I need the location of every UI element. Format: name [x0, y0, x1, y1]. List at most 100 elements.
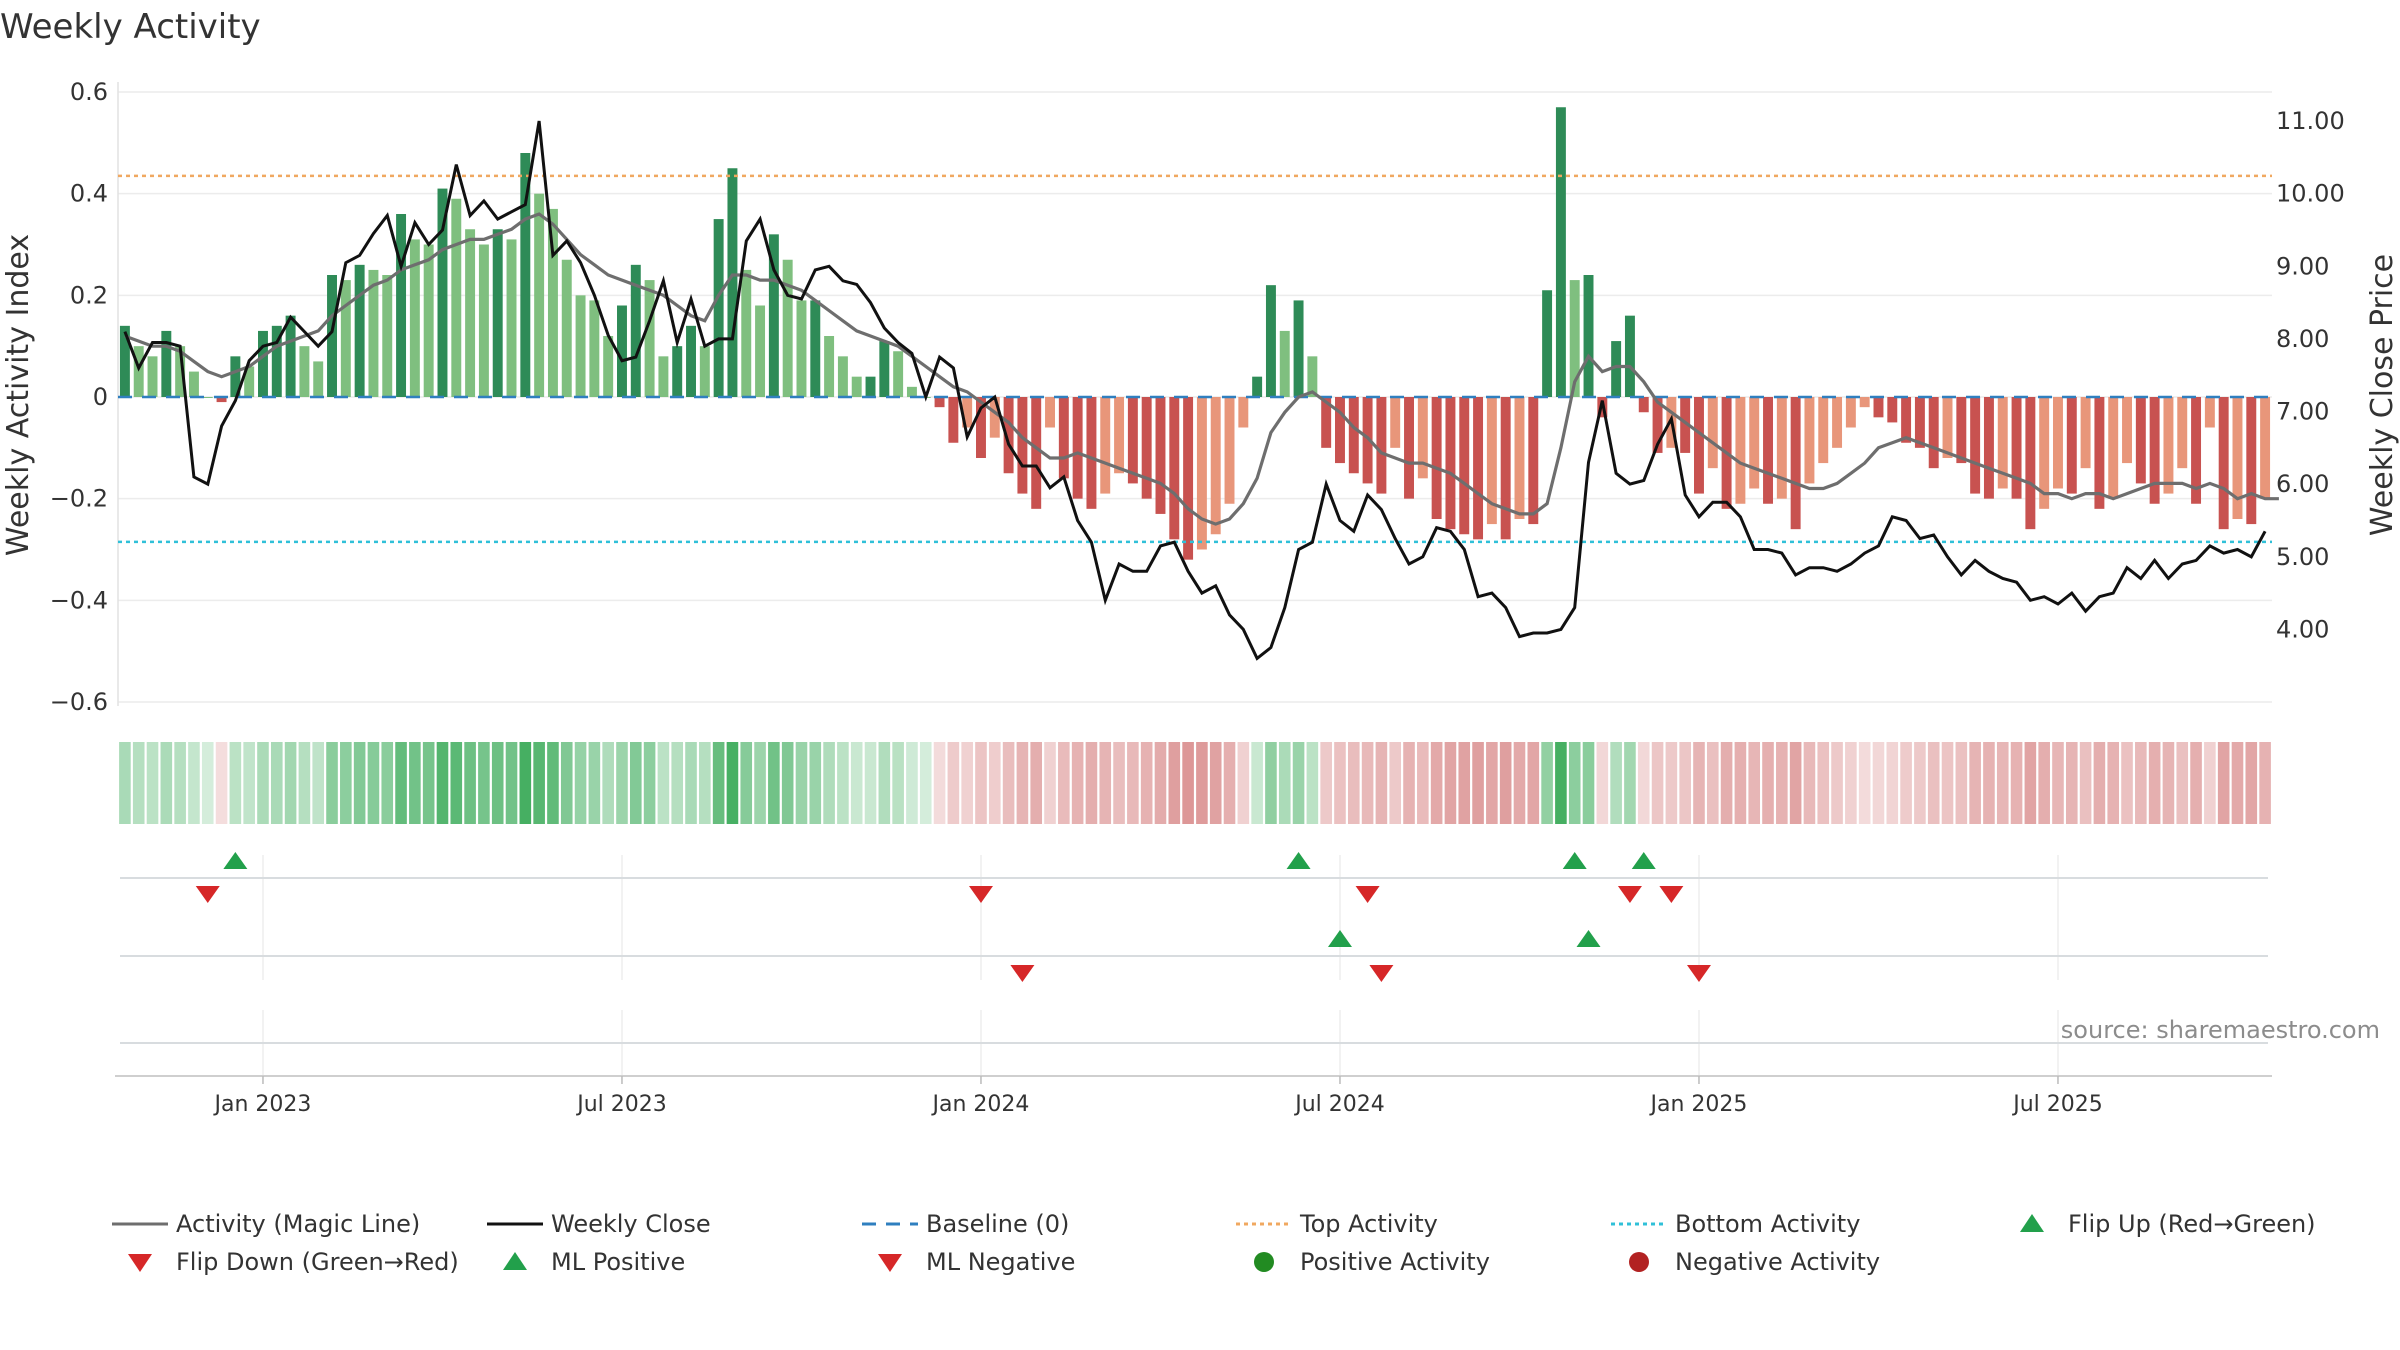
activity-bar	[2094, 397, 2105, 509]
legend-swatch	[1254, 1252, 1274, 1272]
right-y-tick-label: 11.00	[2276, 107, 2345, 135]
heat-cell	[547, 742, 559, 824]
heat-cell	[367, 742, 380, 824]
activity-bar	[2191, 397, 2202, 504]
activity-bar	[1749, 397, 1760, 489]
heat-cell	[629, 742, 642, 824]
heat-cell	[1817, 742, 1830, 824]
flip-up-marker	[223, 852, 248, 869]
heat-cell	[1983, 742, 1995, 824]
heat-cell	[1969, 742, 1981, 824]
heat-cell	[616, 742, 628, 824]
activity-bar	[230, 356, 241, 397]
heat-cell	[560, 742, 573, 824]
activity-bar	[188, 371, 199, 397]
activity-bar	[520, 153, 531, 397]
legend-swatch	[1629, 1252, 1649, 1272]
activity-bar	[1404, 397, 1414, 499]
activity-bar	[644, 280, 655, 397]
left-y-tick-label: 0.4	[70, 180, 108, 208]
activity-bar	[423, 244, 434, 397]
heat-cell	[1237, 742, 1250, 824]
activity-bar	[368, 269, 379, 397]
ml-negative-marker	[1686, 965, 1711, 982]
activity-bar	[824, 336, 835, 397]
heat-cell	[1513, 742, 1526, 824]
activity-bar	[1514, 397, 1525, 519]
heat-cell	[215, 742, 228, 824]
heat-cell	[1900, 742, 1912, 824]
activity-bar	[175, 346, 186, 397]
heat-cell	[2176, 742, 2189, 824]
heat-cell	[740, 742, 753, 824]
activity-bar	[1735, 397, 1746, 504]
activity-bar	[989, 397, 1000, 438]
heat-cell	[2038, 742, 2050, 824]
heat-cell	[1334, 742, 1346, 824]
heat-cell	[1058, 742, 1070, 824]
heat-cell	[1486, 742, 1498, 824]
heat-cell	[2107, 742, 2120, 824]
heat-cell	[1209, 742, 1222, 824]
heat-cell	[1154, 742, 1167, 824]
heat-cell	[1624, 742, 1636, 824]
heat-cell	[1693, 742, 1705, 824]
heat-cell	[1044, 742, 1056, 824]
x-tick-label: Jul 2024	[1293, 1092, 1385, 1117]
activity-bar	[2177, 397, 2188, 469]
activity-bar	[1956, 397, 1967, 464]
activity-bar	[1542, 290, 1553, 397]
heat-cell	[312, 742, 325, 824]
activity-bar	[2080, 397, 2091, 469]
activity-bar	[1445, 397, 1456, 530]
legend-label: Baseline (0)	[926, 1210, 1069, 1238]
activity-bar	[727, 168, 738, 397]
heat-cell	[975, 742, 987, 824]
activity-bar	[1348, 397, 1359, 474]
left-y-axis-label: Weekly Activity Index	[1, 234, 36, 556]
activity-bar	[589, 300, 600, 397]
heat-cell	[1002, 742, 1015, 824]
activity-bar	[1072, 397, 1083, 499]
heat-cell	[229, 742, 242, 824]
flip-down-marker	[1617, 886, 1642, 903]
right-y-ticks: 11.00 10.00 9.00 8.00 7.00 6.00 5.00 4.00	[2276, 107, 2345, 643]
activity-bar	[575, 295, 586, 397]
heat-cell	[2079, 742, 2092, 824]
legend-label: Positive Activity	[1300, 1248, 1490, 1276]
activity-bar	[1942, 397, 1953, 458]
x-tick-label: Jan 2023	[213, 1092, 312, 1117]
activity-bar	[962, 397, 973, 428]
heat-cell	[947, 742, 960, 824]
activity-bar	[451, 198, 462, 397]
activity-bar	[1183, 397, 1194, 560]
heat-cell	[1941, 742, 1954, 824]
heat-cell	[450, 742, 463, 824]
activity-bar	[2025, 397, 2036, 530]
heat-cell	[1845, 742, 1857, 824]
activity-bar	[699, 346, 710, 397]
activity-bar	[1155, 397, 1166, 514]
reference-lines	[118, 174, 2272, 544]
activity-bar	[2232, 397, 2243, 519]
activity-bar	[851, 376, 862, 397]
activity-bar	[340, 280, 351, 397]
activity-bar	[1790, 397, 1801, 530]
activity-bar	[603, 336, 614, 397]
activity-bar	[1279, 330, 1290, 397]
chart-title: Weekly Activity	[0, 7, 261, 47]
heat-cell	[1030, 742, 1043, 824]
activity-bar	[1680, 397, 1691, 453]
heat-cell	[2190, 742, 2202, 824]
activity-bar	[1210, 397, 1221, 535]
legend-label: Weekly Close	[551, 1210, 711, 1238]
activity-bar	[934, 397, 945, 408]
heat-cell	[1182, 742, 1194, 824]
activity-bar	[382, 275, 393, 397]
activity-bar	[1459, 397, 1470, 535]
activity-bar	[2163, 397, 2174, 494]
heat-cell	[699, 742, 711, 824]
heat-cell	[1637, 742, 1650, 824]
heat-cell	[1789, 742, 1802, 824]
x-axis-ticks: Jan 2023 Jul 2023 Jan 2024 Jul 2024 Jan 2025…	[213, 1076, 2103, 1117]
